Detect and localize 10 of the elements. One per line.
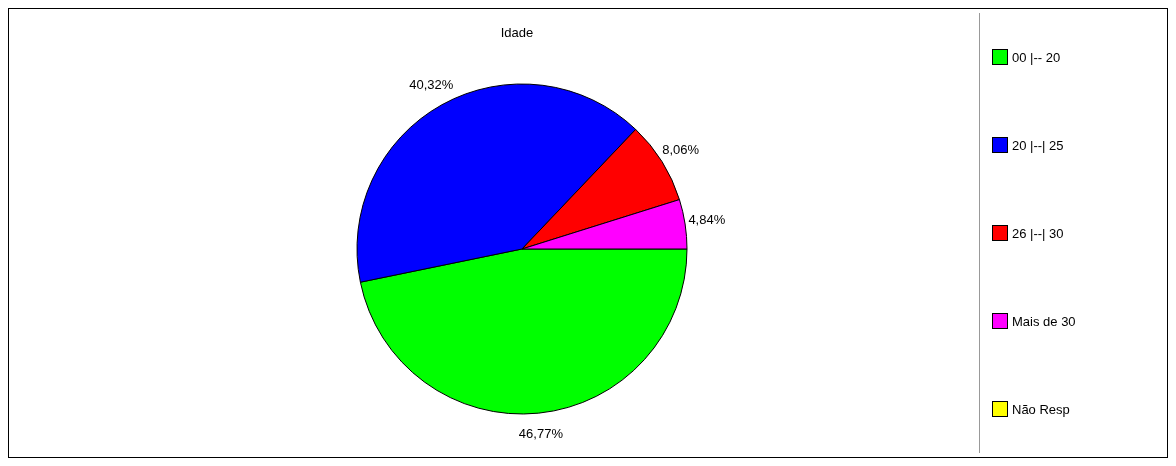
data-label: 8,06% [662, 141, 700, 157]
legend-label: 20 |--| 25 [1012, 137, 1064, 153]
data-label: 46,77% [518, 426, 564, 442]
legend-label: Mais de 30 [1012, 313, 1076, 329]
chart-title: Idade [500, 25, 534, 40]
data-label: 40,32% [409, 76, 454, 92]
legend-label: 26 |--| 30 [1012, 225, 1064, 241]
legend-label: 00 |-- 20 [1012, 49, 1061, 65]
legend-label: Não Resp [1012, 401, 1070, 417]
data-label: 4,84% [688, 212, 726, 228]
